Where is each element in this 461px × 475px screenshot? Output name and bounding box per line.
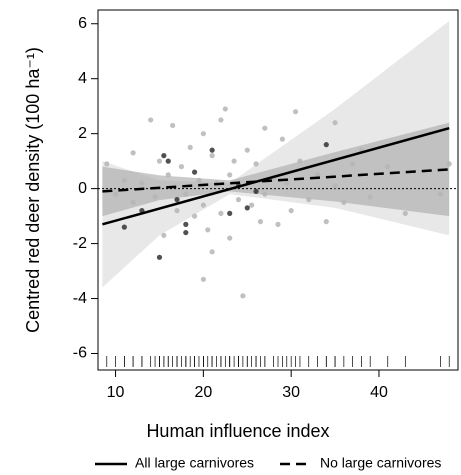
data-point	[200, 131, 206, 137]
data-point	[249, 202, 255, 208]
data-point	[183, 229, 189, 236]
regression-line	[102, 126, 450, 226]
data-point	[178, 164, 185, 170]
data-point	[218, 117, 224, 123]
data-point	[121, 177, 127, 183]
data-point	[187, 144, 193, 151]
data-point	[292, 109, 299, 115]
data-point	[218, 210, 224, 216]
data-point	[222, 106, 228, 112]
y-tick-label: 4	[78, 70, 87, 87]
data-point	[205, 227, 211, 233]
data-point	[244, 205, 250, 211]
data-point	[227, 210, 233, 216]
data-point	[183, 191, 189, 197]
data-point	[130, 199, 136, 205]
data-point	[165, 158, 171, 164]
plot-frame	[97, 9, 459, 371]
data-point	[446, 161, 452, 167]
data-point	[253, 161, 259, 167]
data-point	[104, 161, 110, 167]
data-point	[262, 191, 268, 197]
y-tick-label: 0	[78, 180, 87, 197]
x-tick-label: 10	[107, 384, 125, 401]
data-point	[148, 117, 154, 123]
data-point	[196, 177, 202, 183]
y-tick-label: -6	[73, 345, 87, 362]
x-tick-label: 40	[370, 384, 388, 401]
data-point	[174, 197, 180, 203]
data-point	[183, 221, 189, 227]
data-point	[350, 161, 356, 167]
data-point	[235, 197, 242, 203]
data-point	[279, 136, 285, 142]
y-tick-label: -4	[73, 290, 87, 307]
data-point	[323, 219, 329, 225]
data-point	[200, 276, 206, 282]
data-point	[112, 191, 119, 197]
data-point	[341, 199, 347, 205]
data-point	[323, 142, 329, 148]
data-point	[174, 208, 180, 214]
data-point	[257, 219, 264, 225]
regression-line	[102, 168, 450, 193]
data-point	[367, 194, 373, 200]
data-point	[332, 183, 338, 189]
data-point	[332, 120, 338, 126]
data-point	[191, 213, 198, 219]
x-tick-label: 20	[194, 384, 212, 401]
confidence-band	[102, 20, 450, 288]
y-axis-label: Centred red deer density (100 ha⁻¹)	[23, 47, 43, 333]
data-point	[165, 172, 171, 178]
data-point	[209, 147, 215, 153]
data-point	[297, 158, 303, 164]
data-point	[288, 208, 294, 214]
legend-label: All large carnivores	[135, 455, 254, 471]
data-point	[284, 180, 290, 186]
y-tick-label: 2	[78, 125, 87, 142]
data-point	[139, 180, 145, 186]
data-point	[231, 158, 237, 164]
x-axis-label: Human influence index	[146, 421, 329, 441]
data-point	[152, 194, 158, 200]
data-point	[262, 125, 268, 131]
data-point	[402, 210, 408, 216]
data-point	[130, 150, 136, 156]
x-tick-label: 30	[282, 384, 300, 401]
data-point	[161, 232, 167, 238]
legend-label: No large carnivores	[320, 455, 441, 471]
y-tick-label: 6	[78, 15, 87, 32]
data-point	[200, 202, 206, 208]
data-point	[437, 191, 444, 197]
data-point	[161, 153, 167, 159]
y-tick-label: -2	[73, 235, 87, 252]
data-point	[121, 224, 127, 230]
data-point	[240, 293, 246, 299]
data-point	[244, 147, 250, 153]
data-point	[314, 172, 321, 178]
data-point	[306, 197, 312, 203]
data-point	[253, 188, 259, 194]
data-point	[156, 158, 163, 164]
confidence-band	[102, 122, 450, 217]
data-point	[156, 254, 163, 260]
data-point	[191, 169, 198, 175]
data-point	[227, 172, 233, 178]
data-point	[385, 164, 391, 170]
data-point	[170, 122, 176, 129]
data-point	[209, 153, 215, 159]
data-point	[275, 221, 281, 227]
data-point	[227, 235, 233, 241]
data-point	[209, 249, 215, 255]
